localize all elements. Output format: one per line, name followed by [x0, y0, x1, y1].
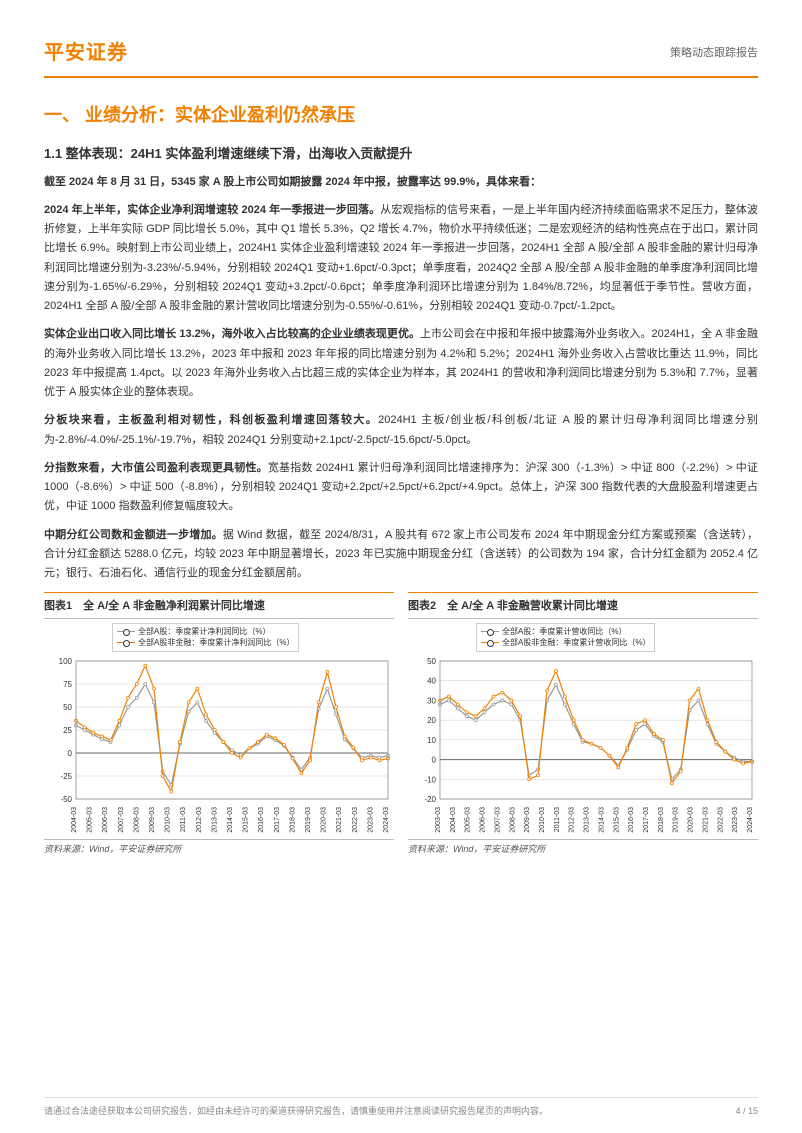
svg-text:2016-03: 2016-03: [628, 807, 635, 833]
svg-text:2010-03: 2010-03: [539, 807, 546, 833]
para-2: 2024 年上半年，实体企业净利润增速较 2024 年一季报进一步回落。从宏观指…: [44, 201, 758, 317]
chart-2-source: 资料来源：Wind，平安证券研究所: [408, 839, 758, 857]
svg-text:2023-03: 2023-03: [732, 807, 739, 833]
svg-text:50: 50: [63, 703, 72, 712]
svg-text:2011-03: 2011-03: [554, 807, 561, 832]
svg-text:2017-03: 2017-03: [643, 807, 650, 833]
report-type: 策略动态跟踪报告: [670, 44, 758, 63]
svg-text:2024-03: 2024-03: [383, 807, 390, 833]
svg-text:2020-03: 2020-03: [688, 807, 695, 833]
svg-text:2006-03: 2006-03: [102, 807, 109, 833]
chart-2: 图表2 全 A/全 A 非金融营收累计同比增速 全部A股：季度累计营收同比（%）…: [408, 592, 758, 857]
svg-text:2013-03: 2013-03: [584, 807, 591, 833]
svg-text:2012-03: 2012-03: [569, 807, 576, 833]
svg-text:2019-03: 2019-03: [673, 807, 680, 833]
para-2-body: 从宏观指标的信号来看，一是上半年国内经济持续面临需求不足压力，整体波折修复，上半…: [44, 204, 758, 312]
svg-text:10: 10: [427, 736, 436, 745]
heading-2: 1.1 整体表现：24H1 实体盈利增速继续下滑，出海收入贡献提升: [44, 143, 758, 165]
svg-text:2020-03: 2020-03: [321, 807, 328, 833]
svg-text:2004-03: 2004-03: [450, 807, 457, 833]
svg-text:20: 20: [427, 716, 436, 725]
svg-text:2010-03: 2010-03: [165, 807, 172, 833]
svg-text:2007-03: 2007-03: [118, 807, 125, 833]
svg-text:2021-03: 2021-03: [336, 807, 343, 833]
svg-text:75: 75: [63, 680, 72, 689]
svg-text:25: 25: [63, 726, 72, 735]
para-intro: 截至 2024 年 8 月 31 日，5345 家 A 股上市公司如期披露 20…: [44, 173, 758, 192]
heading-1: 一、 业绩分析：实体企业盈利仍然承压: [44, 100, 758, 131]
charts-row: 图表1 全 A/全 A 非金融净利润累计同比增速 全部A股：季度累计净利润同比（…: [44, 592, 758, 857]
svg-text:0: 0: [68, 749, 73, 758]
chart-1-plot: 全部A股：季度累计净利润同比（%） 全部A股非金融：季度累计净利润同比（%） -…: [44, 619, 394, 839]
svg-text:100: 100: [59, 657, 73, 666]
para-4-lead: 分板块来看，主板盈利相对韧性，科创板盈利增速回落较大。: [44, 414, 378, 426]
svg-text:-10: -10: [424, 775, 436, 784]
footer: 请通过合法途径获取本公司研究报告，如经由未经许可的渠道获得研究报告，请慎重使用并…: [44, 1097, 758, 1119]
chart-2-svg: -20 -10 0 10 20 30 40 50 2003-03 2004-03 2005-03 20…: [408, 619, 758, 839]
svg-text:2015-03: 2015-03: [243, 807, 250, 833]
svg-text:2008-03: 2008-03: [509, 807, 516, 833]
para-2-lead: 2024 年上半年，实体企业净利润增速较 2024 年一季报进一步回落。: [44, 204, 380, 216]
svg-text:2019-03: 2019-03: [305, 807, 312, 833]
chart-1: 图表1 全 A/全 A 非金融净利润累计同比增速 全部A股：季度累计净利润同比（…: [44, 592, 394, 857]
footer-disclaimer: 请通过合法途径获取本公司研究报告，如经由未经许可的渠道获得研究报告，请慎重使用并…: [44, 1104, 548, 1119]
svg-text:2003-03: 2003-03: [435, 807, 442, 833]
svg-text:2022-03: 2022-03: [352, 807, 359, 833]
chart-1-source: 资料来源：Wind，平安证券研究所: [44, 839, 394, 857]
svg-text:2016-03: 2016-03: [258, 807, 265, 833]
chart-2-title: 图表2 全 A/全 A 非金融营收累计同比增速: [408, 593, 758, 619]
svg-text:2018-03: 2018-03: [658, 807, 665, 833]
para-5-lead: 分指数来看，大市值公司盈利表现更具韧性。: [44, 462, 268, 474]
chart-1-legend-1: 全部A股：季度累计净利润同比（%）: [138, 626, 270, 637]
svg-text:2014-03: 2014-03: [227, 807, 234, 833]
chart-2-plot: 全部A股：季度累计营收同比（%） 全部A股非金融：季度累计营收同比（%） -20…: [408, 619, 758, 839]
svg-text:2014-03: 2014-03: [598, 807, 605, 833]
svg-text:2007-03: 2007-03: [494, 807, 501, 833]
svg-text:40: 40: [427, 677, 436, 686]
svg-text:2004-03: 2004-03: [71, 807, 78, 833]
svg-text:0: 0: [432, 756, 437, 765]
svg-text:2022-03: 2022-03: [717, 807, 724, 833]
svg-text:2017-03: 2017-03: [274, 807, 281, 833]
svg-text:2021-03: 2021-03: [702, 807, 709, 833]
svg-text:2008-03: 2008-03: [133, 807, 140, 833]
chart-2-legend-2: 全部A股非金融：季度累计营收同比（%）: [502, 637, 650, 648]
svg-text:2023-03: 2023-03: [367, 807, 374, 833]
para-6: 中期分红公司数和金额进一步增加。据 Wind 数据，截至 2024/8/31，A…: [44, 526, 758, 584]
chart-2-legend: 全部A股：季度累计营收同比（%） 全部A股非金融：季度累计营收同比（%）: [476, 623, 655, 651]
chart-1-svg: -50 -25 0 25 50 75 100 2004-03 2005-03 2006-03 200…: [44, 619, 394, 839]
svg-text:2006-03: 2006-03: [480, 807, 487, 833]
chart-1-title: 图表1 全 A/全 A 非金融净利润累计同比增速: [44, 593, 394, 619]
svg-text:2018-03: 2018-03: [289, 807, 296, 833]
para-3: 实体企业出口收入同比增长 13.2%，海外收入占比较高的企业业绩表现更优。上市公…: [44, 325, 758, 402]
svg-text:2005-03: 2005-03: [465, 807, 472, 833]
svg-text:2005-03: 2005-03: [87, 807, 94, 833]
svg-text:2009-03: 2009-03: [149, 807, 156, 833]
svg-text:-20: -20: [424, 795, 436, 804]
svg-text:-50: -50: [60, 795, 72, 804]
para-4: 分板块来看，主板盈利相对韧性，科创板盈利增速回落较大。2024H1 主板/创业板…: [44, 411, 758, 450]
svg-text:2013-03: 2013-03: [211, 807, 218, 833]
chart-2-legend-1: 全部A股：季度累计营收同比（%）: [502, 626, 626, 637]
svg-text:2024-03: 2024-03: [747, 807, 754, 833]
para-6-lead: 中期分红公司数和金额进一步增加。: [44, 529, 223, 541]
chart-1-legend-2: 全部A股非金融：季度累计净利润同比（%）: [138, 637, 294, 648]
logo: 平安证券: [44, 36, 128, 70]
svg-text:50: 50: [427, 657, 436, 666]
chart-1-legend: 全部A股：季度累计净利润同比（%） 全部A股非金融：季度累计净利润同比（%）: [112, 623, 299, 651]
para-5: 分指数来看，大市值公司盈利表现更具韧性。宽基指数 2024H1 累计归母净利润同…: [44, 459, 758, 517]
header: 平安证券 策略动态跟踪报告: [44, 36, 758, 78]
svg-text:2012-03: 2012-03: [196, 807, 203, 833]
svg-text:30: 30: [427, 697, 436, 706]
svg-text:2011-03: 2011-03: [180, 807, 187, 832]
svg-text:2015-03: 2015-03: [613, 807, 620, 833]
svg-text:2009-03: 2009-03: [524, 807, 531, 833]
svg-text:-25: -25: [60, 772, 72, 781]
footer-page: 4 / 15: [735, 1104, 758, 1119]
para-3-lead: 实体企业出口收入同比增长 13.2%，海外收入占比较高的企业业绩表现更优。: [44, 328, 420, 340]
